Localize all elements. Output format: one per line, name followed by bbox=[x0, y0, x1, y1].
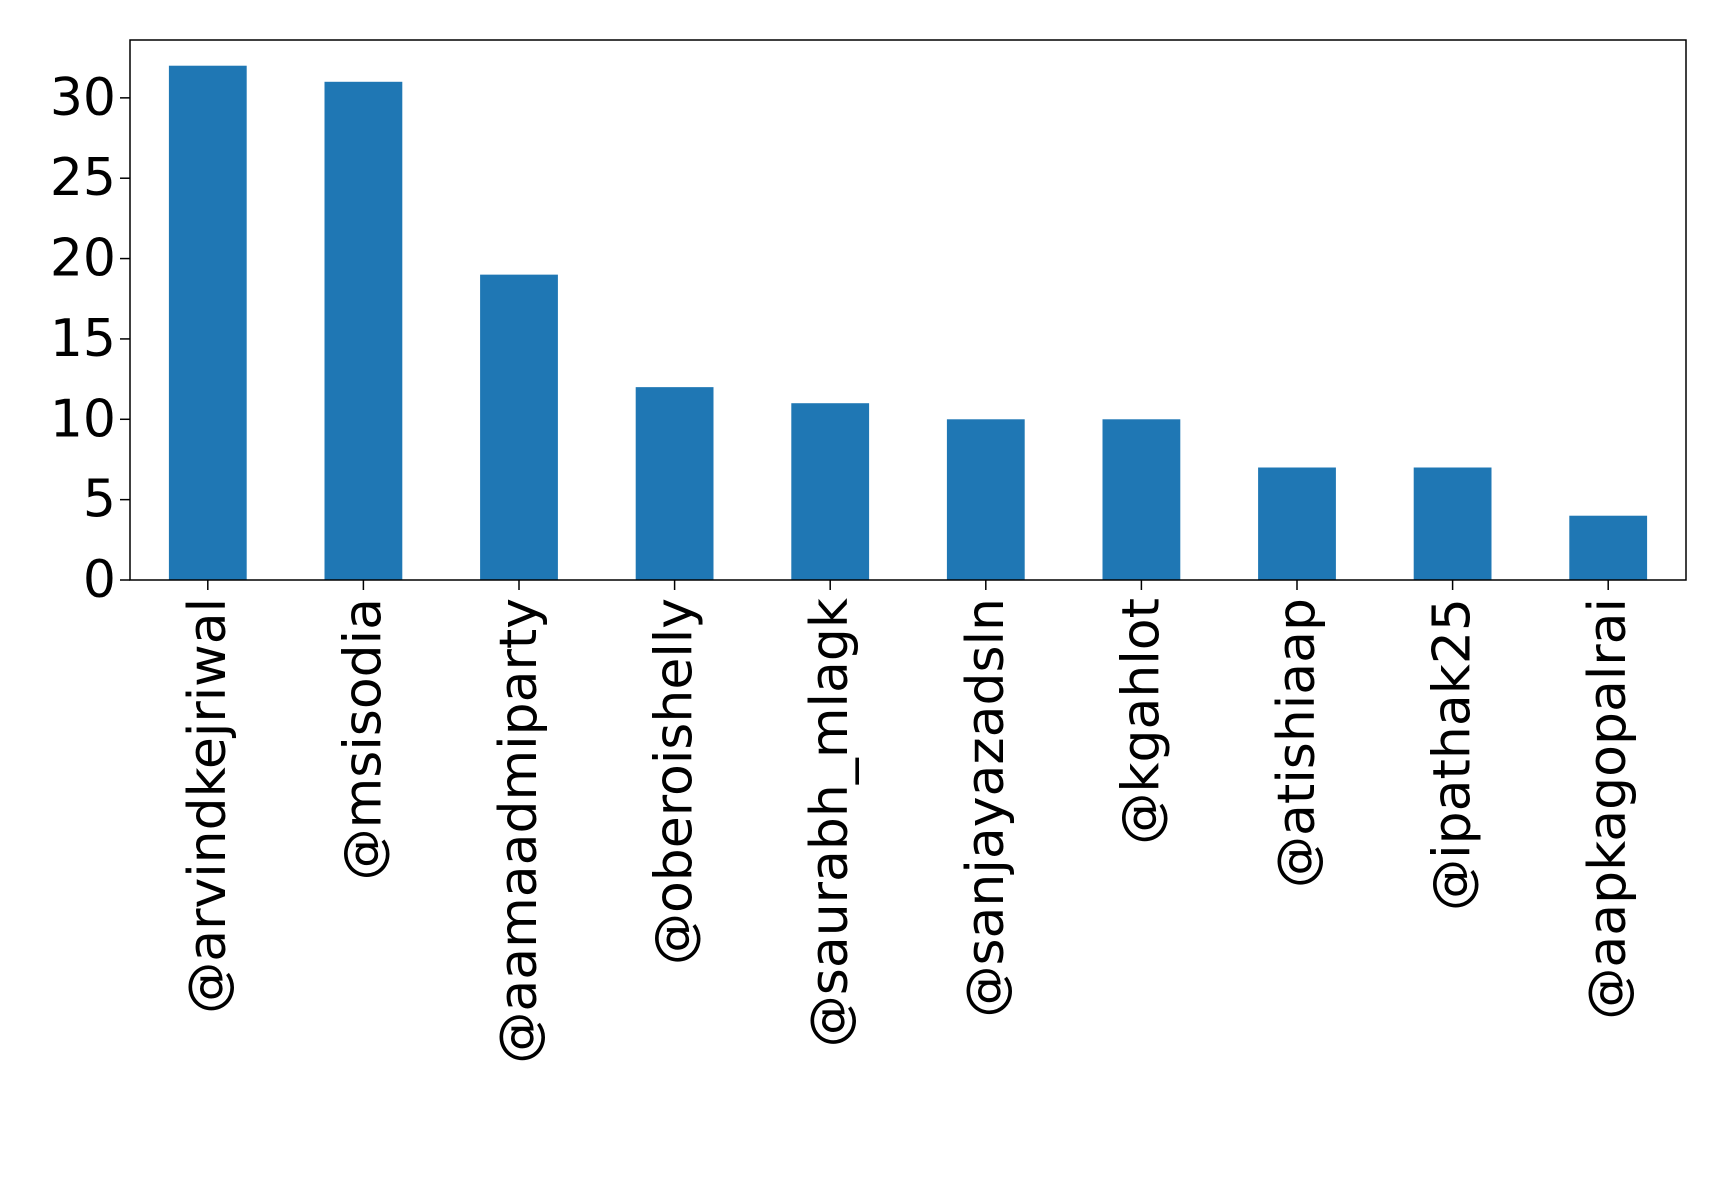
y-tick-label: 30 bbox=[50, 68, 116, 128]
y-tick-label: 10 bbox=[50, 389, 116, 449]
bar-kgahlot bbox=[1102, 419, 1181, 580]
y-tick-label: 0 bbox=[83, 550, 116, 610]
x-tick-label: @saurabh_mlagk bbox=[800, 598, 860, 1047]
bar-saurabh_mlagk bbox=[791, 403, 870, 580]
x-axis: @arvindkejriwal @msisodia @aamaadmiparty @o… bbox=[178, 580, 1638, 1064]
x-tick-label: @sanjayazadsln bbox=[956, 598, 1016, 1018]
x-tick-label: @aapkagopalrai bbox=[1578, 598, 1638, 1020]
y-tick-label: 5 bbox=[83, 470, 116, 530]
y-axis: 0 5 10 15 20 25 30 bbox=[50, 68, 130, 610]
bar-aapkagopalrai bbox=[1569, 515, 1648, 580]
x-tick-label: @oberoishelly bbox=[645, 598, 705, 965]
bar-aamaadmiparty bbox=[480, 274, 558, 580]
x-tick-label: @msisodia bbox=[333, 598, 393, 880]
x-tick-label: @aamaadmiparty bbox=[489, 598, 549, 1064]
bar-arvindkejriwal bbox=[168, 65, 247, 580]
bar-sanjayazadsln bbox=[946, 419, 1025, 580]
x-tick-label: @arvindkejriwal bbox=[178, 598, 238, 1014]
x-tick-label: @kgahlot bbox=[1111, 598, 1171, 845]
bar-atishiaap bbox=[1258, 467, 1336, 580]
y-tick-label: 20 bbox=[50, 229, 116, 289]
bars-group bbox=[168, 65, 1648, 580]
bar-msisodia bbox=[324, 81, 403, 580]
y-tick-label: 25 bbox=[50, 148, 116, 208]
x-tick-label: @ipathak25 bbox=[1423, 598, 1483, 911]
y-tick-label: 15 bbox=[50, 309, 116, 369]
plot-frame bbox=[129, 39, 1687, 581]
x-tick-label: @atishiaap bbox=[1267, 598, 1327, 888]
bar-oberoishelly bbox=[635, 387, 714, 580]
bar-ipathak25 bbox=[1413, 467, 1492, 580]
